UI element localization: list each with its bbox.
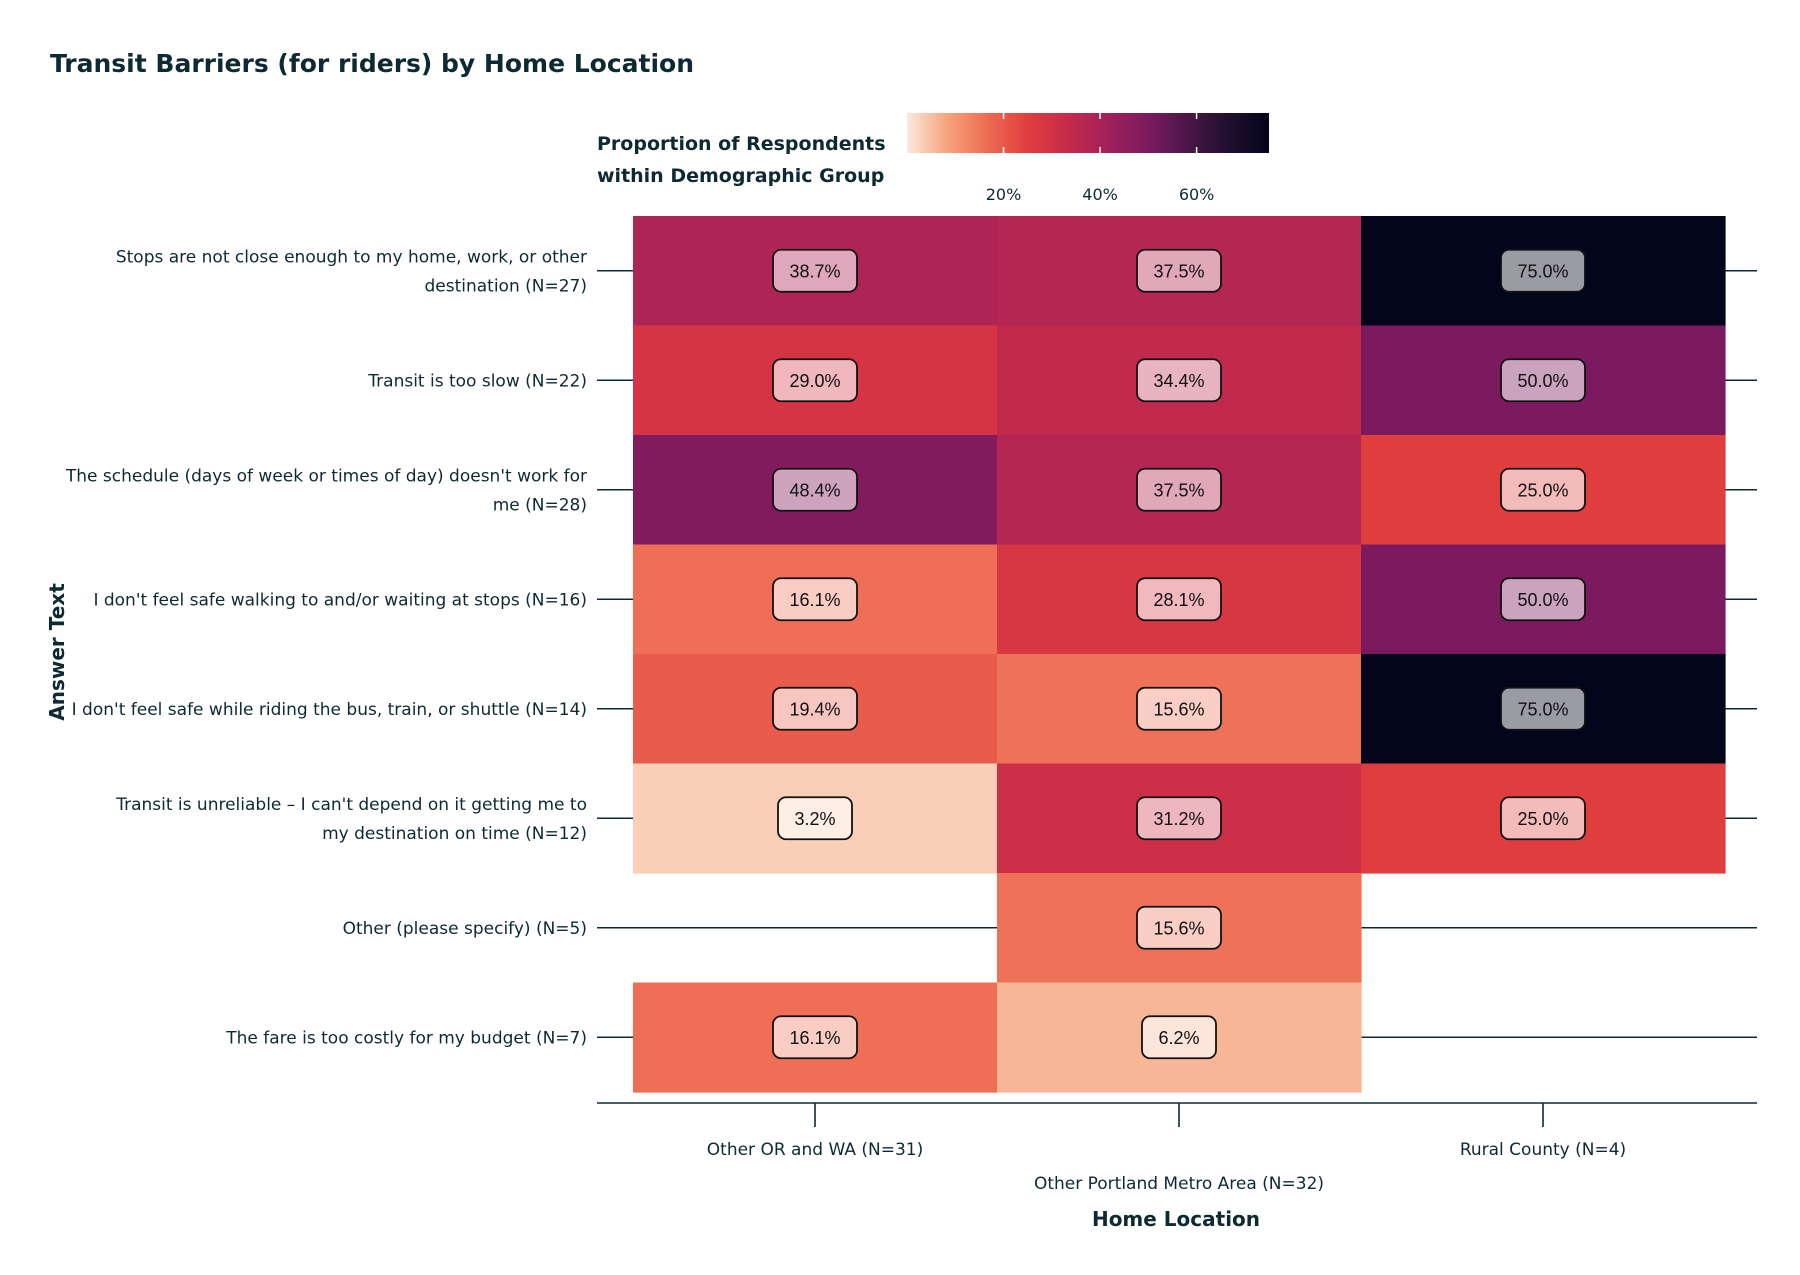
column-label: Other OR and WA (N=31) — [707, 1140, 923, 1160]
cell-label-box — [772, 577, 858, 622]
row-label: I don't feel safe while riding the bus, … — [72, 700, 587, 720]
row-label: me (N=28) — [493, 495, 587, 515]
legend-title-line-1: Proportion of Respondents — [597, 133, 886, 155]
column-label: Other Portland Metro Area (N=32) — [1034, 1174, 1324, 1194]
cell-value-label: 15.6% — [1153, 918, 1204, 938]
row-label: Transit is unreliable – I can't depend o… — [115, 795, 587, 815]
legend: Proportion of Respondents within Demogra… — [597, 113, 1269, 204]
cell-value-label: 25.0% — [1517, 809, 1568, 829]
cell-value-label: 37.5% — [1153, 261, 1204, 281]
cell-value-label: 16.1% — [789, 590, 840, 610]
row-label: Transit is too slow (N=22) — [367, 371, 587, 391]
legend-tick-label: 40% — [1082, 185, 1118, 204]
cell-value-label: 75.0% — [1517, 699, 1568, 719]
row-label: The schedule (days of week or times of d… — [65, 466, 587, 486]
cell-value-label: 75.0% — [1517, 261, 1568, 281]
row-label: my destination on time (N=12) — [322, 824, 587, 844]
cell-label-box — [772, 686, 858, 731]
cell-label-box — [772, 1015, 858, 1060]
cell-label-box — [777, 796, 853, 841]
cell-value-label: 19.4% — [789, 699, 840, 719]
cell-label-box — [1500, 248, 1586, 293]
legend-title-line-2: within Demographic Group — [597, 165, 884, 187]
cell-label-box — [1500, 467, 1586, 512]
row-label: I don't feel safe walking to and/or wait… — [93, 590, 587, 610]
cell-label-box — [1500, 796, 1586, 841]
legend-tick-label: 20% — [986, 185, 1022, 204]
cell-value-label: 16.1% — [789, 1028, 840, 1048]
chart-title: Transit Barriers (for riders) by Home Lo… — [50, 49, 694, 78]
x-axis-title: Home Location — [1092, 1207, 1260, 1231]
row-label: The fare is too costly for my budget (N=… — [225, 1028, 587, 1048]
cell-label-box — [1500, 686, 1586, 731]
cell-label-box — [1500, 358, 1586, 403]
cell-label-box — [772, 358, 858, 403]
cell-value-label: 25.0% — [1517, 480, 1568, 500]
cell-label-box — [772, 248, 858, 293]
cell-value-label: 34.4% — [1153, 371, 1204, 391]
column-label: Rural County (N=4) — [1460, 1140, 1626, 1160]
legend-tick-label: 60% — [1179, 185, 1215, 204]
row-label: destination (N=27) — [424, 276, 587, 296]
cell-value-label: 28.1% — [1153, 590, 1204, 610]
cell-label-box — [1136, 577, 1222, 622]
cell-label-box — [1136, 467, 1222, 512]
cell-value-label: 50.0% — [1517, 590, 1568, 610]
y-axis-title: Answer Text — [45, 583, 69, 721]
cell-label-box — [1136, 358, 1222, 403]
cell-value-label: 37.5% — [1153, 480, 1204, 500]
legend-colorbar — [907, 113, 1269, 153]
row-label: Other (please specify) (N=5) — [343, 919, 587, 939]
cell-value-label: 48.4% — [789, 480, 840, 500]
cell-value-label: 15.6% — [1153, 699, 1204, 719]
cell-label-box — [1500, 577, 1586, 622]
cell-label-box — [1136, 686, 1222, 731]
cell-value-label: 29.0% — [789, 371, 840, 391]
cell-label-box — [1141, 1015, 1217, 1060]
cell-label-box — [772, 467, 858, 512]
cell-label-box — [1136, 248, 1222, 293]
cell-value-label: 38.7% — [789, 261, 840, 281]
cell-value-label: 31.2% — [1153, 809, 1204, 829]
cell-label-box — [1136, 905, 1222, 950]
row-label: Stops are not close enough to my home, w… — [116, 247, 587, 267]
cell-value-label: 3.2% — [794, 809, 835, 829]
cell-value-label: 6.2% — [1158, 1028, 1199, 1048]
cell-value-label: 50.0% — [1517, 371, 1568, 391]
cell-label-box — [1136, 796, 1222, 841]
